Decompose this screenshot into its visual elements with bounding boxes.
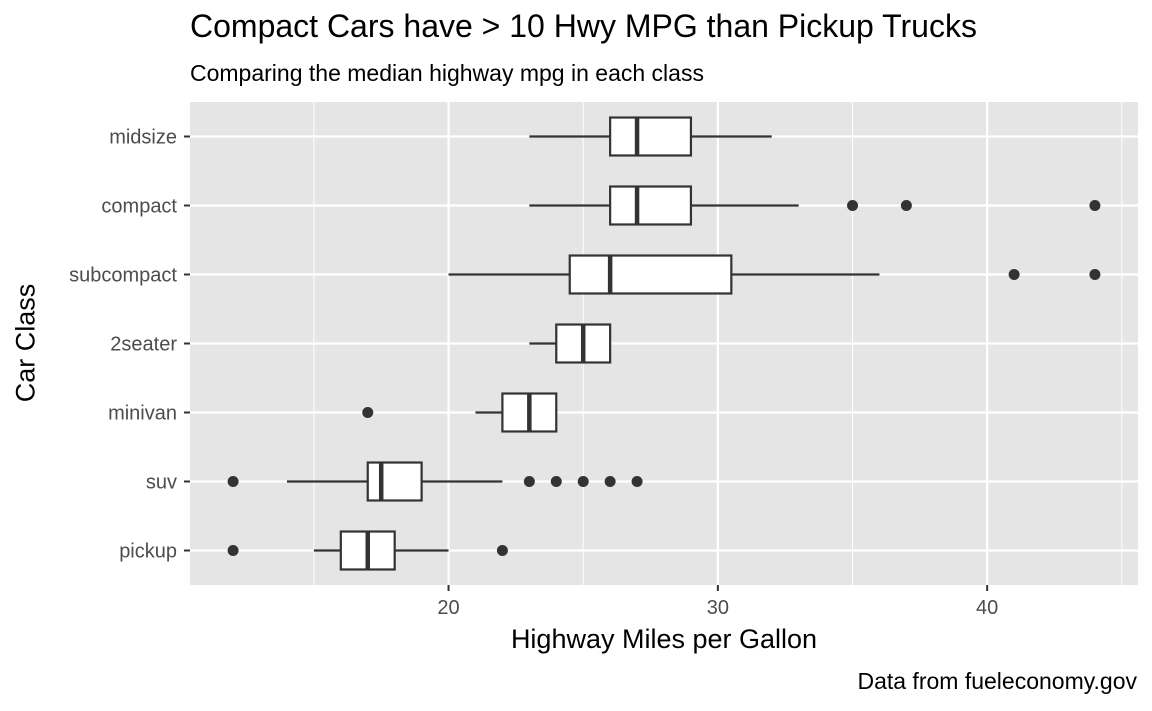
- box-iqr: [609, 116, 693, 157]
- y-tick-label: minivan: [108, 403, 177, 425]
- y-tick-label: compact: [101, 196, 177, 218]
- chart-title: Compact Cars have > 10 Hwy MPG than Pick…: [190, 8, 977, 44]
- outlier-point: [900, 200, 912, 211]
- outlier-point: [1008, 269, 1020, 280]
- outlier-point: [604, 476, 616, 487]
- outlier-point: [847, 200, 859, 211]
- chart-caption: Data from fueleconomy.gov: [857, 668, 1137, 694]
- y-axis-label: Car Class: [10, 283, 41, 403]
- y-tick-label: pickup: [119, 541, 177, 563]
- box-iqr: [366, 461, 423, 502]
- outlier-point: [496, 545, 508, 556]
- x-axis-label: Highway Miles per Gallon: [510, 624, 818, 654]
- outlier-point: [1089, 269, 1101, 280]
- outlier-point: [227, 545, 239, 556]
- box-iqr: [568, 254, 733, 295]
- chart-subtitle: Comparing the median highway mpg in each…: [190, 60, 704, 86]
- outlier-point: [362, 407, 374, 418]
- x-tick-label: 40: [976, 597, 998, 619]
- y-tick-label: subcompact: [69, 265, 177, 287]
- box-iqr: [609, 185, 693, 226]
- x-tick-label: 20: [437, 597, 459, 619]
- outlier-point: [227, 476, 239, 487]
- outlier-point: [577, 476, 589, 487]
- y-tick-label: midsize: [109, 127, 177, 149]
- y-tick-label: suv: [146, 472, 177, 494]
- x-tick-label: 30: [707, 597, 729, 619]
- outlier-point: [550, 476, 562, 487]
- outlier-point: [523, 476, 535, 487]
- outlier-point: [631, 476, 643, 487]
- outlier-point: [1089, 200, 1101, 211]
- y-tick-label: 2seater: [110, 334, 177, 356]
